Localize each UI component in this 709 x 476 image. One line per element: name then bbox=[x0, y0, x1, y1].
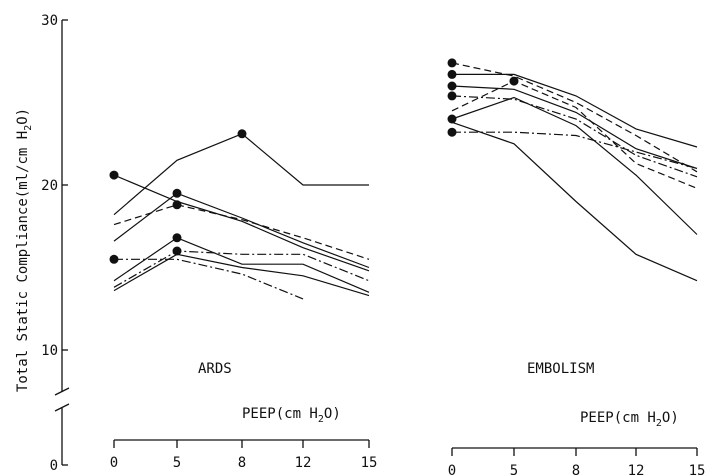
data-point-marker bbox=[109, 254, 119, 264]
x-tick-label: 15 bbox=[689, 463, 706, 476]
ards-x-axis-title: PEEP(cm H2O) bbox=[242, 406, 341, 425]
series-line-0-4 bbox=[114, 258, 304, 300]
y-tick-label: 10 bbox=[41, 343, 58, 359]
ards-panel-label: ARDS bbox=[198, 361, 232, 377]
x-tick-label: 5 bbox=[510, 463, 518, 476]
y-tick-label: 20 bbox=[41, 178, 58, 194]
series-line-0-2 bbox=[113, 192, 370, 269]
y-axis bbox=[54, 19, 70, 466]
series-line-0-7 bbox=[113, 253, 370, 297]
series-line-1-3 bbox=[451, 95, 698, 178]
data-point-marker bbox=[447, 114, 457, 124]
data-point-marker bbox=[509, 76, 519, 86]
axes-group: 0 10 20 30 0 5 8 12 15 0 5 8 12 15 bbox=[41, 13, 705, 476]
plot-group bbox=[109, 58, 698, 300]
series-line-1-2 bbox=[451, 85, 698, 170]
data-point-marker bbox=[447, 69, 457, 79]
x-tick-label: 0 bbox=[448, 463, 456, 476]
x-tick-label: 0 bbox=[110, 455, 118, 471]
series-line-0-5 bbox=[113, 237, 370, 293]
series-line-1-0 bbox=[451, 62, 698, 173]
series-line-1-4 bbox=[451, 80, 698, 189]
x-tick-label: 5 bbox=[173, 455, 181, 471]
x-tick-label: 15 bbox=[361, 455, 378, 471]
data-point-marker bbox=[447, 58, 457, 68]
data-point-marker bbox=[172, 233, 182, 243]
embolism-panel-label: EMBOLISM bbox=[527, 361, 594, 377]
series-line-1-6 bbox=[452, 131, 698, 170]
x-axis-1 bbox=[451, 447, 698, 456]
series-line-1-1 bbox=[452, 73, 698, 148]
x-tick-label: 8 bbox=[572, 463, 580, 476]
data-point-marker bbox=[447, 81, 457, 91]
series-line-0-1 bbox=[113, 174, 370, 272]
x-axis-0 bbox=[113, 439, 370, 448]
x-tick-label: 8 bbox=[238, 455, 246, 471]
series-line-1-7 bbox=[451, 121, 698, 282]
y-axis-title: Total Static Compliance(ml/cm H2O) bbox=[15, 108, 34, 392]
data-point-marker bbox=[237, 129, 247, 139]
series-line-0-0 bbox=[113, 133, 369, 216]
y-axis-break-mark bbox=[54, 387, 70, 396]
data-point-marker bbox=[172, 246, 182, 256]
embolism-x-axis-title: PEEP(cm H2O) bbox=[580, 410, 679, 429]
x-tick-label: 12 bbox=[628, 463, 645, 476]
series-line-0-3 bbox=[113, 204, 370, 260]
y-tick-label: 30 bbox=[41, 13, 58, 29]
data-point-marker bbox=[172, 188, 182, 198]
y-tick-label: 0 bbox=[50, 458, 58, 474]
series-line-1-5 bbox=[451, 96, 698, 235]
data-point-marker bbox=[109, 170, 119, 180]
data-point-marker bbox=[447, 127, 457, 137]
data-point-marker bbox=[447, 91, 457, 101]
y-axis-break-mark bbox=[54, 403, 70, 412]
data-point-marker bbox=[172, 200, 182, 210]
series-line-0-6 bbox=[113, 250, 370, 288]
x-tick-label: 12 bbox=[295, 455, 312, 471]
